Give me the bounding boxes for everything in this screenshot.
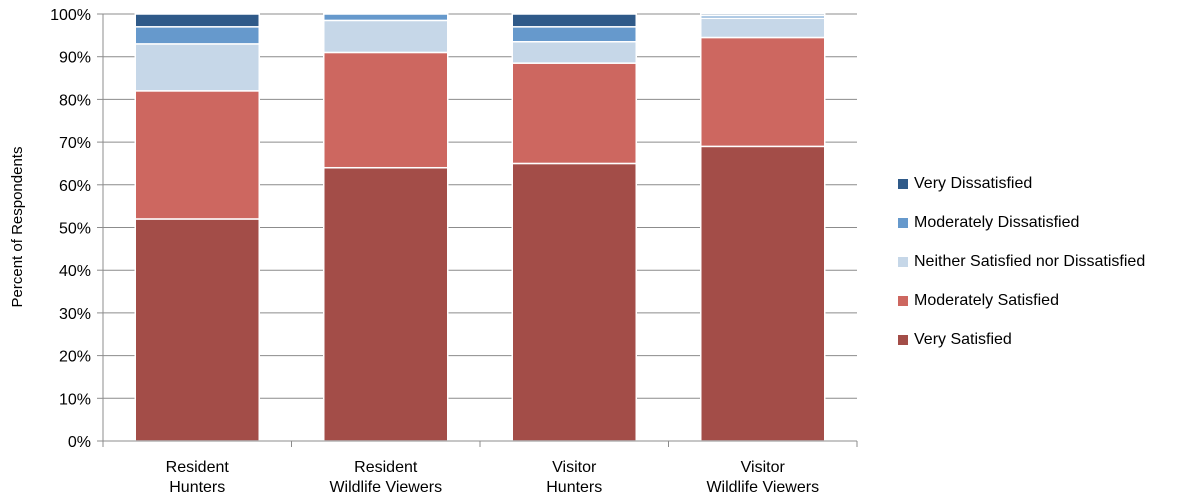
x-tick-label: Resident Hunters <box>166 459 230 496</box>
legend-label: Moderately Dissatisfied <box>914 213 1080 231</box>
y-tick-label: 20% <box>59 349 91 366</box>
bar-segment <box>700 36 826 148</box>
bar-segment <box>700 17 826 39</box>
legend-label: Very Dissatisfied <box>914 174 1033 192</box>
x-tick-label: Visitor Wildlife Viewers <box>706 459 819 496</box>
y-tick-label: 40% <box>59 263 91 280</box>
legend-item: Very Satisfied <box>898 320 1198 359</box>
legend-item: Very Dissatisfied <box>898 164 1198 203</box>
legend-swatch <box>898 217 908 228</box>
y-tick-label: 80% <box>59 92 91 109</box>
bar-segment <box>134 13 260 28</box>
legend-swatch <box>898 334 908 345</box>
y-tick-label: 60% <box>59 178 91 195</box>
bars <box>134 13 826 442</box>
bar-segment <box>511 26 637 43</box>
legend-label: Neither Satisfied nor Dissatisfied <box>914 252 1146 270</box>
x-tick-label: Resident Wildlife Viewers <box>329 459 442 496</box>
bar-segment <box>134 43 260 92</box>
bar-segment <box>323 13 449 22</box>
y-tick-label: 30% <box>59 306 91 323</box>
y-tick-label: 100% <box>50 7 91 24</box>
y-axis-title: Percent of Respondents <box>9 147 26 308</box>
bar-segment <box>511 41 637 64</box>
y-tick-label: 50% <box>59 221 91 238</box>
x-tick-labels: Resident Hunters Resident Wildlife Viewers V… <box>166 459 819 496</box>
legend-label: Moderately Satisfied <box>914 291 1059 309</box>
bar-segment <box>700 13 826 17</box>
legend-item: Moderately Satisfied <box>898 281 1198 320</box>
bar-segment <box>511 62 637 165</box>
legend-swatch <box>898 295 908 306</box>
axes <box>97 13 858 447</box>
bar-segment <box>323 19 449 54</box>
legend-item: Neither Satisfied nor Dissatisfied <box>898 242 1198 281</box>
legend-label: Very Satisfied <box>914 330 1012 348</box>
y-tick-label: 90% <box>59 50 91 67</box>
legend-swatch <box>898 256 908 267</box>
legend-item: Moderately Dissatisfied <box>898 203 1198 242</box>
bar-segment <box>134 90 260 220</box>
bar-segment <box>134 26 260 45</box>
y-tick-label: 70% <box>59 135 91 152</box>
bar-segment <box>511 13 637 28</box>
bar-segment <box>323 166 449 442</box>
bar-segment <box>323 51 449 169</box>
y-tick-label: 0% <box>68 434 91 451</box>
legend: Very Dissatisfied Moderately Dissatisfied… <box>898 164 1198 359</box>
legend-swatch <box>898 178 908 189</box>
x-tick-label: Visitor Hunters <box>546 459 602 496</box>
y-tick-labels: 0% 10% 20% 30% 40% 50% 60% 70% 80% 90% 100% <box>50 7 91 451</box>
bar-segment <box>511 162 637 442</box>
bar-segment <box>700 145 826 442</box>
bar-segment <box>134 218 260 442</box>
y-tick-label: 10% <box>59 391 91 408</box>
